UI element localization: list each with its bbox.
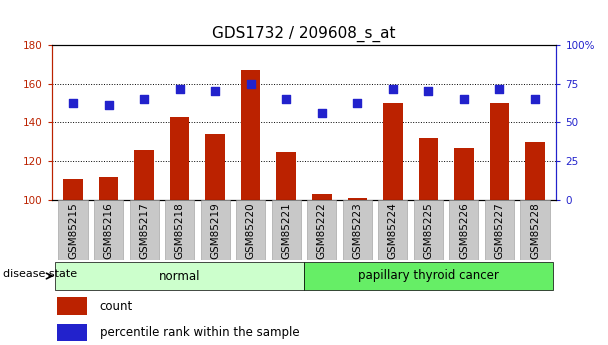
Text: count: count — [100, 300, 133, 313]
Point — [424, 89, 434, 94]
Bar — [304, 262, 553, 290]
Bar — [312, 194, 331, 200]
Bar — [378, 200, 407, 260]
Text: GSM85227: GSM85227 — [494, 202, 505, 259]
Text: percentile rank within the sample: percentile rank within the sample — [100, 326, 299, 339]
Text: disease state: disease state — [3, 269, 77, 279]
Bar — [63, 179, 83, 200]
Point — [68, 100, 78, 106]
Bar — [94, 200, 123, 260]
Text: GSM85217: GSM85217 — [139, 202, 149, 259]
Point — [282, 96, 291, 102]
Bar — [58, 200, 88, 260]
Text: GSM85221: GSM85221 — [282, 202, 291, 259]
Point — [246, 81, 255, 87]
Text: GSM85225: GSM85225 — [423, 202, 434, 259]
Point — [139, 96, 149, 102]
Bar — [170, 117, 189, 200]
Text: GSM85222: GSM85222 — [317, 202, 326, 259]
Point — [353, 100, 362, 106]
Bar — [272, 200, 301, 260]
Point — [388, 87, 398, 92]
Bar — [454, 148, 474, 200]
Bar — [414, 200, 443, 260]
Text: GSM85228: GSM85228 — [530, 202, 540, 259]
Bar — [489, 103, 510, 200]
Bar — [449, 200, 478, 260]
Point — [317, 110, 326, 116]
Point — [104, 102, 114, 108]
Bar — [134, 150, 154, 200]
Bar — [419, 138, 438, 200]
Bar — [201, 200, 230, 260]
Point — [494, 87, 504, 92]
Text: GSM85216: GSM85216 — [103, 202, 114, 259]
Bar — [98, 177, 119, 200]
Bar — [130, 200, 159, 260]
Point — [210, 89, 220, 94]
Bar — [383, 103, 402, 200]
Point — [530, 96, 540, 102]
Bar — [520, 200, 550, 260]
Bar — [206, 134, 225, 200]
Bar — [241, 70, 260, 200]
Bar — [525, 142, 545, 200]
Bar — [55, 262, 304, 290]
Point — [459, 96, 469, 102]
Bar — [348, 198, 367, 200]
Point — [174, 87, 184, 92]
Bar — [57, 297, 87, 315]
Bar — [165, 200, 194, 260]
Text: GSM85219: GSM85219 — [210, 202, 220, 259]
Bar — [236, 200, 265, 260]
Bar — [277, 151, 296, 200]
Bar — [307, 200, 336, 260]
Text: GSM85224: GSM85224 — [388, 202, 398, 259]
Text: GSM85215: GSM85215 — [68, 202, 78, 259]
Text: GSM85220: GSM85220 — [246, 202, 256, 259]
Bar — [343, 200, 372, 260]
Bar — [485, 200, 514, 260]
Text: GSM85218: GSM85218 — [174, 202, 185, 259]
Text: papillary thyroid cancer: papillary thyroid cancer — [358, 269, 499, 283]
Title: GDS1732 / 209608_s_at: GDS1732 / 209608_s_at — [212, 26, 396, 42]
Text: GSM85223: GSM85223 — [352, 202, 362, 259]
Text: GSM85226: GSM85226 — [459, 202, 469, 259]
Bar — [57, 324, 87, 342]
Text: normal: normal — [159, 269, 201, 283]
